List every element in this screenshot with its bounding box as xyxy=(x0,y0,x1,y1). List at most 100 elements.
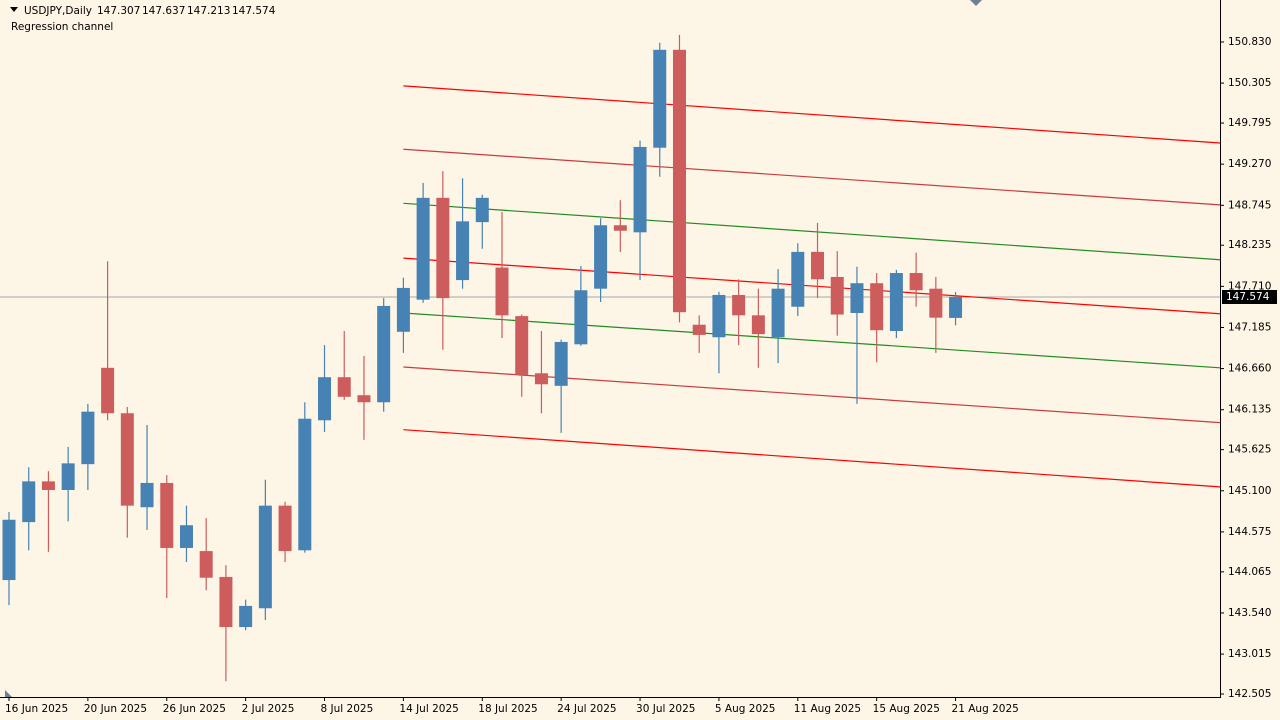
candle-body xyxy=(850,283,864,313)
channel-line xyxy=(403,312,1221,369)
y-tick-label: 148.745 xyxy=(1228,199,1271,211)
y-tick-label: 149.795 xyxy=(1228,117,1271,129)
y-tick-label: 144.575 xyxy=(1228,526,1271,538)
x-tick-label: 14 Jul 2025 xyxy=(399,703,458,715)
candle-body xyxy=(278,505,292,552)
x-tick-label: 18 Jul 2025 xyxy=(478,703,537,715)
plot xyxy=(0,34,1221,682)
y-tick-label: 150.305 xyxy=(1228,77,1271,89)
candle-body xyxy=(791,251,805,307)
candle-body xyxy=(179,525,193,548)
candle-body xyxy=(751,315,765,335)
candle-body xyxy=(672,49,686,313)
candle-body xyxy=(298,418,312,551)
candle-body xyxy=(515,316,529,375)
candle-body xyxy=(692,324,706,335)
menu-arrow[interactable] xyxy=(10,7,18,12)
candle-body xyxy=(633,146,647,233)
high-label: 147.637 xyxy=(142,5,185,17)
open-label: 147.307 xyxy=(97,5,140,17)
x-tick-label: 24 Jul 2025 xyxy=(557,703,616,715)
candle-body xyxy=(653,49,667,148)
x-tick-label: 11 Aug 2025 xyxy=(794,703,861,715)
candle-body xyxy=(811,251,825,280)
y-tick-label: 149.270 xyxy=(1228,158,1271,170)
candle-body xyxy=(929,288,943,318)
x-tick-label: 8 Jul 2025 xyxy=(321,703,374,715)
x-tick-label: 15 Aug 2025 xyxy=(873,703,940,715)
close-label: 147.574 xyxy=(232,5,276,17)
candle-body xyxy=(61,463,75,490)
candle-body xyxy=(258,505,272,609)
candle-body xyxy=(456,221,470,281)
x-tick-label: 21 Aug 2025 xyxy=(952,703,1019,715)
channel-line xyxy=(403,148,1221,206)
y-tick-label: 143.015 xyxy=(1228,648,1271,660)
candle-body xyxy=(2,519,16,581)
candle-body xyxy=(613,225,627,231)
shift-marker[interactable] xyxy=(970,0,982,6)
candle-body xyxy=(534,373,548,385)
candle-body xyxy=(554,341,568,386)
indicator-label: Regression channel xyxy=(11,21,113,33)
candle-body xyxy=(771,288,785,338)
candle-body xyxy=(377,305,391,403)
candle-body xyxy=(732,294,746,316)
candle-body xyxy=(199,551,213,578)
x-tick-label: 26 Jun 2025 xyxy=(163,703,226,715)
candle-body xyxy=(712,294,726,338)
candle-body xyxy=(949,297,963,318)
symbol-label: USDJPY,Daily xyxy=(24,5,92,17)
candle-body xyxy=(219,576,233,628)
candle-body xyxy=(416,197,430,300)
x-tick-label: 20 Jun 2025 xyxy=(84,703,147,715)
candle-body xyxy=(870,283,884,331)
candle-body xyxy=(436,197,450,299)
low-label: 147.213 xyxy=(187,5,230,17)
y-tick-label: 145.100 xyxy=(1228,485,1271,497)
candle-body xyxy=(889,273,903,331)
y-tick-label: 150.830 xyxy=(1228,36,1271,48)
scale-marker xyxy=(5,690,12,697)
price-tag-label: 147.574 xyxy=(1226,291,1270,303)
candle-body xyxy=(574,290,588,345)
candle-body xyxy=(140,482,154,508)
candle-body xyxy=(909,273,923,291)
candle-body xyxy=(495,267,509,316)
y-tick-label: 143.540 xyxy=(1228,607,1271,619)
candle-body xyxy=(337,377,351,397)
price-tag xyxy=(1222,290,1277,305)
y-tick-label: 145.625 xyxy=(1228,444,1271,456)
x-tick-label: 16 Jun 2025 xyxy=(5,703,68,715)
channel-line xyxy=(403,85,1221,144)
candle-body xyxy=(475,197,489,223)
y-tick-label: 147.185 xyxy=(1228,321,1271,333)
x-tick-label: 30 Jul 2025 xyxy=(636,703,695,715)
channel-line xyxy=(403,202,1221,261)
candle-body xyxy=(160,482,174,548)
y-tick-label: 146.660 xyxy=(1228,363,1271,375)
channel-line xyxy=(403,429,1221,488)
y-tick-label: 146.135 xyxy=(1228,404,1271,416)
candle-body xyxy=(318,377,332,421)
candle-body xyxy=(22,481,36,523)
y-tick-label: 147.710 xyxy=(1228,280,1271,292)
y-tick-label: 142.505 xyxy=(1228,688,1271,700)
candle-body xyxy=(594,225,608,289)
y-tick-label: 148.235 xyxy=(1228,239,1271,251)
candle-body xyxy=(120,413,134,506)
candle-body xyxy=(101,367,115,414)
candle-body xyxy=(357,395,371,403)
candle-body xyxy=(81,411,95,465)
channel-line xyxy=(403,257,1221,315)
candle-body xyxy=(239,605,253,628)
x-tick-label: 2 Jul 2025 xyxy=(242,703,295,715)
candle-body xyxy=(830,276,844,315)
x-tick-label: 5 Aug 2025 xyxy=(715,703,776,715)
candle-body xyxy=(41,481,55,490)
header: USDJPY,Daily 147.307 147.637 147.213 147… xyxy=(11,5,276,33)
y-tick-label: 144.065 xyxy=(1228,566,1271,578)
